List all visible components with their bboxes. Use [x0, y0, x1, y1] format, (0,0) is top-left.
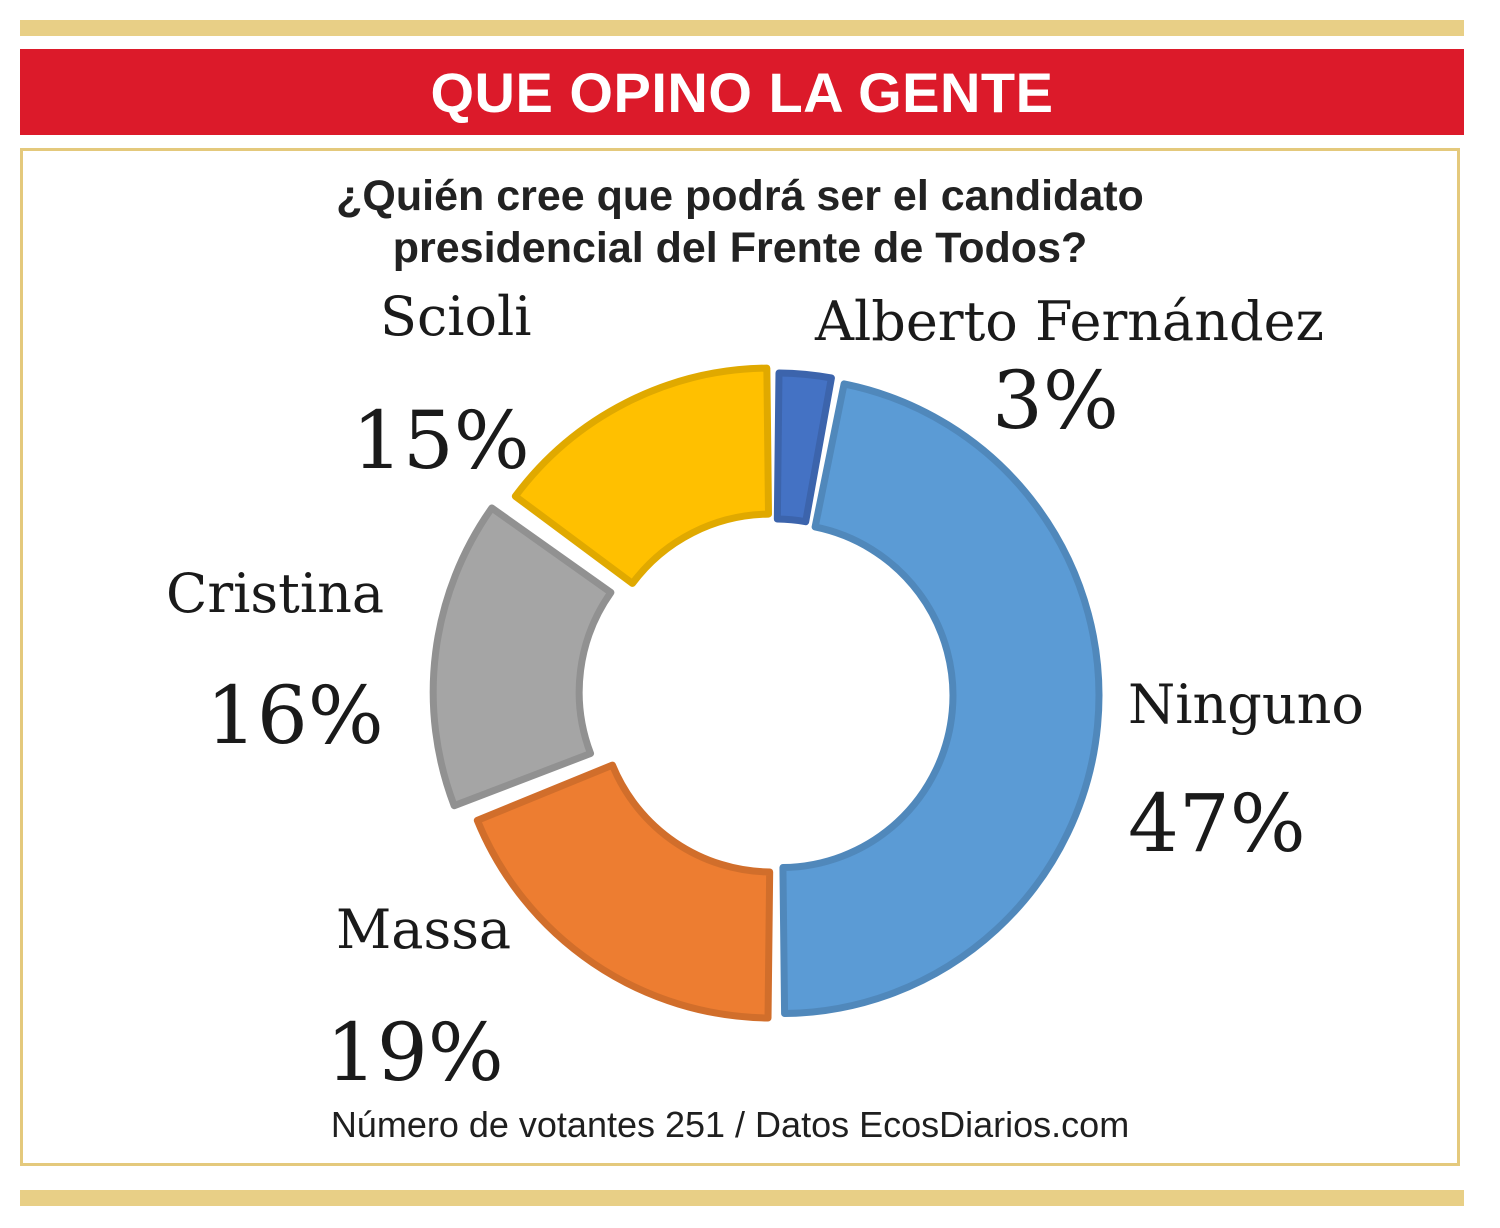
label-alberto-fernandez: Alberto Fernández [814, 290, 1324, 353]
value-scioli: 15% [352, 394, 530, 487]
source-note: Número de votantes 251 / Datos EcosDiari… [330, 1104, 1130, 1145]
donut-slices [429, 364, 1103, 1022]
value-ninguno: 47% [1128, 777, 1306, 870]
value-alberto-fernandez: 3% [992, 354, 1119, 447]
label-scioli: Scioli [380, 285, 532, 348]
page-title: QUE OPINO LA GENTE [430, 60, 1054, 124]
top-decorative-rule [20, 20, 1464, 36]
chart-question-line-2: presidencial del Frente de Todos? [392, 224, 1088, 272]
chart-question-line-1: ¿Quién cree que podrá ser el candidato [336, 172, 1144, 220]
label-cristina: Cristina [166, 562, 384, 625]
chart-frame [20, 148, 1460, 1166]
value-cristina: 16% [206, 669, 384, 762]
chart-question: ¿Quién cree que podrá ser el candidato p… [120, 170, 1360, 274]
slice-massa [473, 761, 774, 1022]
slice-scioli [511, 364, 773, 587]
title-banner: QUE OPINO LA GENTE [20, 49, 1464, 135]
bottom-decorative-rule [20, 1190, 1464, 1206]
slice-ninguno [779, 380, 1103, 1018]
label-ninguno: Ninguno [1128, 673, 1364, 736]
slice-cristina [429, 504, 615, 810]
value-massa: 19% [326, 1006, 504, 1099]
label-massa: Massa [336, 898, 511, 961]
slice-alberto-fernandez [773, 369, 835, 526]
